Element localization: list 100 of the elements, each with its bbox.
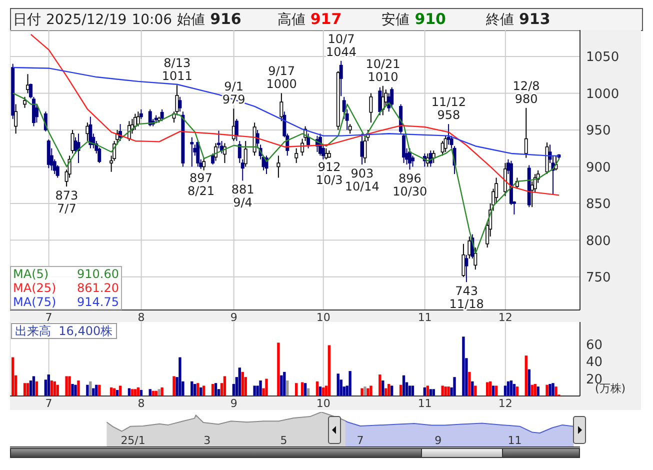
x-tick-label: 25/1: [120, 434, 146, 447]
x-tick-label: 11: [418, 396, 432, 410]
bar: [172, 376, 176, 396]
bar: [494, 386, 498, 396]
bar: [447, 386, 450, 396]
candlestick: [474, 247, 478, 270]
bar: [370, 386, 372, 396]
bar: [360, 388, 364, 396]
bar: [277, 342, 280, 396]
bar: [328, 345, 331, 396]
bar: [536, 386, 540, 396]
bar: [552, 383, 554, 396]
candlestick: [369, 92, 373, 124]
bar: [158, 389, 160, 396]
bar: [504, 386, 507, 396]
bar: [546, 384, 548, 396]
bar: [366, 388, 370, 396]
bar: [238, 368, 241, 396]
x-tick-label: 7: [45, 396, 52, 410]
annotation: 873 7/7: [55, 188, 78, 216]
candlestick: [234, 118, 238, 142]
bar: [253, 386, 256, 396]
candlestick: [244, 140, 248, 168]
bar: [524, 356, 528, 396]
y-tick-label: 1050: [586, 50, 620, 66]
bar: [304, 383, 307, 396]
candlestick: [390, 86, 394, 108]
bar: [160, 387, 164, 396]
annotation: 912 10/3: [316, 160, 343, 187]
bar: [474, 386, 477, 396]
bar: [300, 382, 304, 396]
x-tick-label: 12: [498, 396, 512, 410]
candlestick: [70, 129, 74, 154]
bar: [154, 390, 158, 396]
bar: [71, 384, 74, 396]
candlestick: [178, 96, 182, 112]
x-tick-label: 7: [45, 310, 52, 324]
bar: [548, 384, 552, 396]
candlestick: [276, 155, 280, 178]
x-tick-label: 5: [280, 434, 288, 447]
annotation: 897 8/21: [188, 170, 214, 198]
annotation: 743 11/18: [449, 284, 484, 312]
bar: [462, 336, 465, 396]
candlestick: [306, 133, 310, 149]
candlestick: [280, 92, 284, 122]
candlestick: [462, 243, 466, 278]
annotation: 903 10/14: [344, 166, 380, 194]
bar: [336, 374, 340, 396]
annotation: 861.20: [77, 281, 119, 295]
bar: [453, 377, 456, 396]
bar: [283, 372, 286, 396]
bar: [92, 388, 95, 396]
bar: [402, 375, 406, 396]
candlestick: [26, 74, 30, 94]
bar: [280, 375, 283, 396]
x-tick-label: 11: [418, 310, 432, 324]
bar: [11, 357, 14, 396]
bar: [348, 371, 352, 396]
annotation: 896 10/30: [392, 172, 428, 199]
annotation: 881 9/4: [231, 182, 254, 210]
candlestick: [402, 133, 406, 164]
candlestick: [410, 155, 414, 168]
bar: [118, 386, 122, 396]
annotation: 10/7 1044: [326, 32, 357, 59]
bar: [364, 386, 366, 396]
bar: [223, 376, 226, 396]
x-tick-label: 9: [230, 396, 238, 410]
bar: [441, 386, 444, 396]
bar: [265, 378, 268, 396]
bar: [411, 386, 414, 396]
bar: [554, 386, 558, 396]
candlestick: [46, 139, 50, 169]
y-tick-label: 1000: [586, 86, 620, 102]
candlestick: [160, 108, 164, 122]
x-tick-label: 9: [434, 434, 442, 447]
bar: [286, 380, 289, 396]
candlestick: [524, 107, 528, 158]
candlestick: [196, 140, 200, 168]
y-tick-label: 800: [586, 234, 611, 249]
candlestick: [190, 136, 194, 168]
bar: [23, 383, 26, 396]
candlestick: [136, 111, 140, 127]
x-tick-label: 12: [498, 310, 512, 324]
candlestick: [139, 108, 143, 120]
y-tick-label: 750: [586, 270, 611, 286]
x-tick-label: 3: [204, 434, 211, 447]
candlestick: [300, 138, 304, 156]
y-tick-label: 40: [586, 355, 603, 370]
annotation: 11/12 958: [431, 95, 466, 122]
bar: [214, 383, 218, 396]
bar: [26, 383, 30, 396]
x-tick-label: 10: [316, 396, 330, 410]
bar: [378, 374, 382, 396]
annotation: 10/21 1010: [366, 56, 400, 84]
bar: [426, 386, 429, 396]
annotation: 8/13 1011: [162, 56, 192, 84]
bar: [534, 384, 536, 396]
x-tick-label: 9: [230, 310, 238, 324]
candlestick: [148, 108, 152, 127]
bar: [486, 382, 489, 396]
